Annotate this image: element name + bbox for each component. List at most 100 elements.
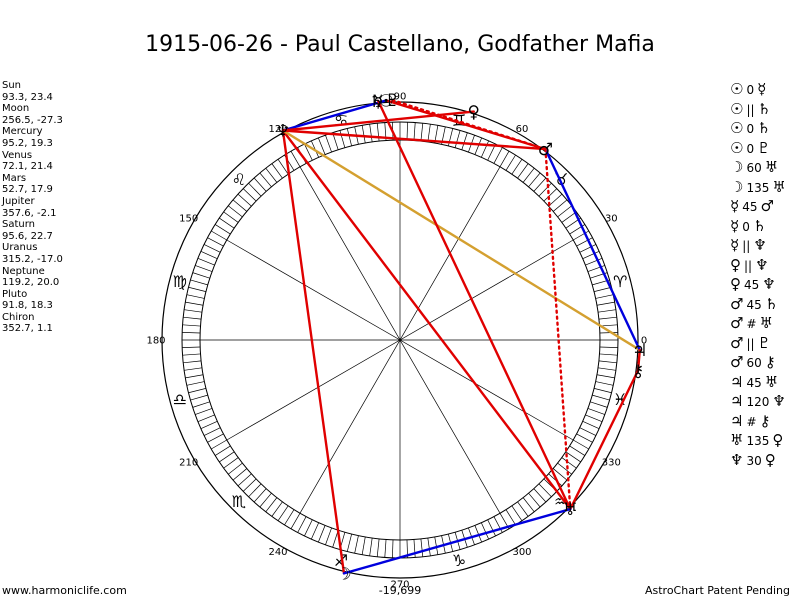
aspect-planet-a: ♃ bbox=[730, 392, 744, 410]
planet-name-chiron: Chiron bbox=[2, 311, 35, 323]
degree-tick bbox=[427, 124, 431, 142]
sun-icon: ☉ bbox=[379, 91, 394, 111]
saturn-icon: ♄ bbox=[369, 92, 384, 112]
aspect-planet-b: ♄ bbox=[757, 99, 771, 118]
aspect-row: ☿ || ♆ bbox=[730, 236, 798, 256]
degree-tick bbox=[599, 346, 618, 348]
degree-tick bbox=[420, 123, 424, 142]
aspect-row: ♂ # ♅ bbox=[730, 314, 798, 334]
degree-tick bbox=[595, 294, 614, 299]
degree-tick bbox=[454, 130, 461, 148]
aspect-planet-b: ♄ bbox=[752, 216, 767, 235]
degree-tick bbox=[585, 258, 603, 266]
aspect-planet-a: ☉ bbox=[730, 119, 744, 137]
degree-tick bbox=[587, 265, 605, 272]
degree-tick bbox=[237, 473, 252, 487]
degree-tick bbox=[203, 244, 221, 253]
degree-tick bbox=[219, 217, 235, 229]
aspect-planet-a: ☿ bbox=[730, 236, 740, 254]
degree-tick bbox=[325, 527, 332, 545]
degree-tick bbox=[271, 163, 283, 179]
degree-tick bbox=[593, 286, 612, 292]
pluto-icon: ♇ bbox=[385, 91, 400, 111]
degree-tick bbox=[505, 154, 516, 171]
aspect-line-neptune-mars bbox=[281, 129, 547, 151]
venus-icon: ♀ bbox=[468, 103, 480, 123]
aspect-planet-b: ♆ bbox=[772, 392, 786, 410]
degree-tick bbox=[481, 140, 489, 158]
aspect-row: ♃ 45 ♅ bbox=[730, 373, 798, 393]
aspect-planet-a: ☿ bbox=[730, 216, 740, 235]
aspect-planet-b: ♀ bbox=[764, 450, 776, 469]
degree-tick bbox=[183, 360, 202, 364]
degree-tick bbox=[565, 451, 581, 463]
degree-tick bbox=[587, 408, 605, 415]
degree-tick bbox=[499, 151, 510, 167]
degree-label-30: 30 bbox=[605, 214, 618, 225]
planet-value-pluto: 91.8, 18.3 bbox=[2, 300, 53, 312]
aspect-row: ☿ 45 ♂ bbox=[730, 197, 798, 217]
degree-tick bbox=[592, 394, 610, 401]
degree-tick bbox=[582, 421, 600, 429]
degree-tick bbox=[595, 381, 614, 386]
aspect-row: ☽ 135 ♅ bbox=[730, 178, 798, 198]
aspect-planet-a: ♀ bbox=[730, 275, 741, 293]
degree-tick bbox=[219, 451, 235, 463]
degree-tick bbox=[361, 125, 366, 144]
degree-tick bbox=[598, 316, 617, 320]
aspect-planet-b: ♅ bbox=[764, 372, 779, 391]
degree-tick bbox=[227, 462, 243, 475]
mercury-icon: ☿ bbox=[373, 92, 383, 112]
degree-tick bbox=[561, 211, 577, 223]
degree-tick bbox=[184, 309, 202, 313]
aspect-list: ☉ 0 ☿ ☉ || ♄ ☉ 0 ♄ ☉ 0 ♇ ☽ 60 ♅ ☽ 135 ♅ ☿ 45 ♂ ☿ 0 ♄ ☿ || ♆ ♀ || ♆ ♀ 45… bbox=[730, 80, 798, 470]
jupiter-icon: ♃ bbox=[632, 341, 647, 361]
degree-tick bbox=[183, 316, 202, 320]
degree-labels: 0 30 60 90 120 150 180 210 240 270 300 330 bbox=[146, 92, 647, 591]
aspect-planet-b: ♆ bbox=[762, 275, 776, 293]
aspect-line-mars-jupiter bbox=[544, 147, 641, 352]
degree-tick bbox=[200, 251, 218, 259]
degree-tick bbox=[195, 265, 213, 272]
aspect-row: ☉ || ♄ bbox=[730, 100, 798, 120]
aspect-line-jupiter-chiron bbox=[636, 348, 641, 372]
degree-tick bbox=[481, 522, 489, 540]
aspect-planet-a: ♂ bbox=[730, 353, 744, 371]
planet-value-jupiter: 357.6, -2.1 bbox=[2, 207, 57, 219]
degree-tick bbox=[522, 497, 535, 513]
aspect-planet-a: ♅ bbox=[730, 431, 744, 449]
degree-tick bbox=[182, 324, 201, 327]
sign-pisces-icon: ♓ bbox=[613, 390, 627, 409]
degree-tick bbox=[596, 301, 615, 306]
planet-name-neptune: Neptune bbox=[2, 265, 45, 277]
aspect-line-sun-mars bbox=[384, 99, 547, 151]
degree-tick bbox=[517, 501, 529, 517]
aspect-planet-b: ⚷ bbox=[759, 411, 771, 430]
aspect-planet-b: ♀ bbox=[772, 431, 784, 449]
degree-tick bbox=[332, 132, 339, 150]
degree-tick bbox=[290, 513, 301, 529]
degree-tick bbox=[182, 332, 201, 334]
degree-tick bbox=[242, 188, 257, 202]
chart-title: 1915-06-26 - Paul Castellano, Godfather … bbox=[145, 32, 655, 57]
aspect-row: ♀ || ♆ bbox=[730, 256, 798, 276]
degree-tick bbox=[392, 539, 394, 558]
degree-tick bbox=[304, 143, 313, 161]
aspect-planet-b: ♄ bbox=[757, 119, 771, 137]
aspect-row: ☿ 0 ♄ bbox=[730, 217, 798, 237]
degree-tick bbox=[557, 462, 573, 475]
sign-virgo-icon: ♍ bbox=[173, 272, 187, 291]
aspect-type: 60 bbox=[746, 161, 762, 175]
aspect-row: ♆ 30 ♀ bbox=[730, 451, 798, 471]
degree-tick bbox=[552, 199, 568, 212]
aspect-planet-a: ♂ bbox=[730, 314, 744, 332]
degree-tick bbox=[265, 167, 278, 183]
mars-icon: ♂ bbox=[538, 140, 553, 160]
aspect-planet-a: ♂ bbox=[730, 333, 744, 352]
degree-tick bbox=[517, 163, 529, 179]
degree-tick bbox=[253, 488, 267, 503]
patent-notice: AstroChart Patent Pending bbox=[644, 584, 790, 597]
degree-tick bbox=[487, 143, 496, 161]
planet-name-moon: Moon bbox=[2, 103, 30, 115]
